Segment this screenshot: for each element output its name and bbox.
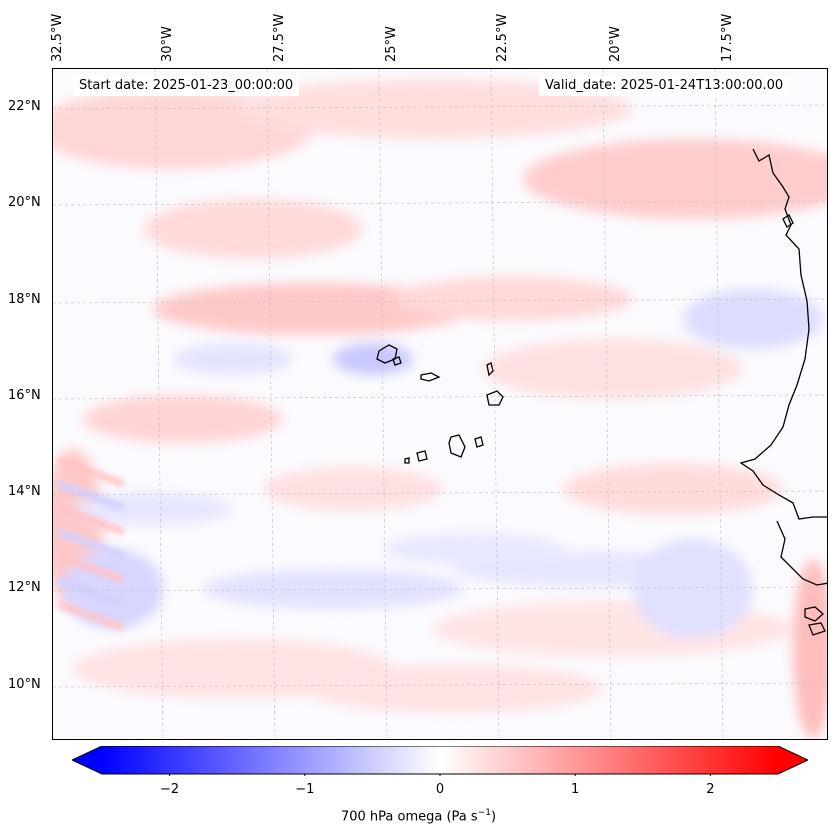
santiago-island xyxy=(448,434,466,458)
map-panel xyxy=(52,68,828,740)
omega-field-map xyxy=(53,69,827,739)
colorbar-tick-label: −2 xyxy=(160,782,180,797)
lat-label: 18°N xyxy=(8,292,41,307)
coastline-south xyxy=(776,520,827,586)
colorbar-tick-label: −1 xyxy=(295,782,315,797)
colorbar-label: 700 hPa omega (Pa s−1) xyxy=(340,808,497,825)
lon-label: 30°W xyxy=(160,26,175,62)
valid-date-label: Valid_date: 2025-01-24T13:00:00.00 xyxy=(539,76,790,96)
colorbar-extend-high xyxy=(778,746,808,774)
start-date-label: Start date: 2025-01-23_00:00:00 xyxy=(73,76,300,96)
lat-label: 14°N xyxy=(8,484,41,499)
maio-island xyxy=(474,436,484,448)
brava-island xyxy=(404,457,410,464)
lat-label: 20°N xyxy=(8,195,41,210)
colorbar-tick-label: 0 xyxy=(435,782,445,797)
sao-nicolau-island xyxy=(420,372,441,382)
boa-vista-island xyxy=(486,390,504,406)
lat-label: 10°N xyxy=(8,677,41,692)
fogo-island xyxy=(416,450,428,462)
bijagos-islands xyxy=(804,606,826,636)
lon-label: 17.5°W xyxy=(720,13,735,62)
lon-label: 32.5°W xyxy=(50,13,65,62)
colorbar-tick-label: 2 xyxy=(706,782,715,797)
lat-label: 12°N xyxy=(8,580,41,595)
sal-island xyxy=(486,362,494,377)
sao-vicente-island xyxy=(392,356,402,366)
coast-islet xyxy=(782,214,794,228)
lon-label: 25°W xyxy=(384,26,399,62)
colorbar-tick-label: 1 xyxy=(571,782,580,797)
lon-label: 20°W xyxy=(608,26,623,62)
colorbar xyxy=(72,746,808,776)
lon-label: 27.5°W xyxy=(272,13,287,62)
lon-label: 22.5°W xyxy=(495,13,510,62)
west-africa-coastline xyxy=(739,148,827,520)
colorbar-extend-low xyxy=(72,746,102,774)
lat-label: 22°N xyxy=(8,99,41,114)
lat-label: 16°N xyxy=(8,388,41,403)
colorbar-body xyxy=(102,746,778,774)
